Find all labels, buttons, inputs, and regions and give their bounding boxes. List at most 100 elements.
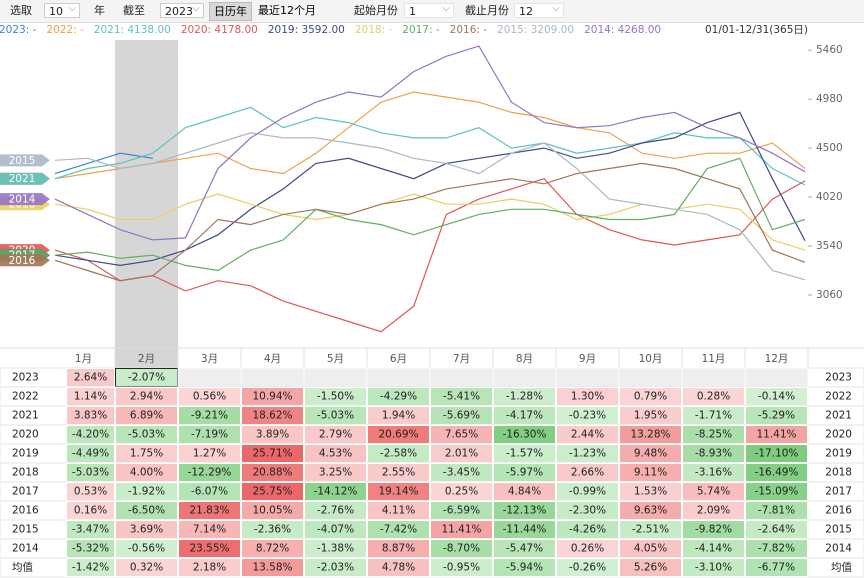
cell-value: -3.10%: [695, 562, 732, 574]
cell-value: 1.30%: [571, 391, 604, 403]
legend-entry: 2018: -: [355, 24, 393, 36]
cell-value: 1.14%: [74, 391, 107, 403]
cell-value: 3.83%: [74, 410, 107, 422]
row-label-right: 2014: [825, 543, 852, 555]
cell-value: -1.71%: [695, 410, 732, 422]
cell-value: 2.55%: [382, 467, 415, 479]
row-label: 2021: [12, 410, 39, 422]
cell-value: 2.18%: [193, 562, 226, 574]
cell-empty: [492, 367, 557, 388]
highlight-band: [115, 40, 178, 370]
year-select[interactable]: 2023: [160, 1, 204, 18]
cell-value: 9.11%: [634, 467, 667, 479]
legend-entry: 2015: 3209.00: [497, 24, 574, 36]
month-label: 8月: [516, 353, 533, 365]
cell-value: 11.41%: [441, 524, 481, 536]
cell: [493, 558, 556, 577]
cell-value: 8.87%: [382, 543, 415, 555]
cell-value: -16.30%: [503, 429, 547, 441]
cell-value: 11.41%: [756, 429, 796, 441]
y-tick-label: 4500: [816, 142, 843, 154]
row-label-right: 均值: [831, 561, 852, 574]
cell-value: 1.94%: [382, 410, 415, 422]
cell-value: 8.72%: [256, 543, 289, 555]
cell-value: -4.07%: [317, 524, 354, 536]
cell-value: 13.58%: [252, 562, 292, 574]
row-label: 2014: [12, 543, 39, 555]
cell-value: 0.16%: [74, 505, 107, 517]
cell-value: 2.44%: [571, 429, 604, 441]
cell-value: -1.57%: [506, 448, 543, 460]
row-label: 2019: [12, 448, 39, 460]
series-line: [54, 152, 153, 175]
month-label: 4月: [264, 353, 281, 365]
series-line: [54, 157, 806, 272]
series-tag: [0, 254, 50, 267]
cell-value: 25.71%: [252, 448, 292, 460]
row-label: 2020: [12, 429, 39, 441]
cell-value: 18.62%: [252, 410, 292, 422]
cell-value: -6.59%: [443, 505, 480, 517]
legend-entry: 2020: 4178.00: [181, 24, 258, 36]
cell-value: 25.75%: [252, 486, 292, 498]
cell-value: 0.53%: [74, 486, 107, 498]
month-label: 3月: [201, 353, 218, 365]
cell-value: -3.47%: [72, 524, 109, 536]
tab[interactable]: 日历年: [209, 2, 252, 21]
cell-value: -14.12%: [314, 486, 358, 498]
series-tag-label: 2016: [9, 255, 36, 267]
row-label-right: 2015: [825, 524, 852, 536]
series-tag-label: 2014: [9, 194, 36, 206]
cell-value: -0.56%: [128, 543, 165, 555]
cell-value: -0.14%: [758, 391, 795, 403]
cell-value: 20.69%: [378, 429, 418, 441]
cell-value: -4.14%: [695, 543, 732, 555]
cell-value: -8.70%: [443, 543, 480, 555]
month-label: 10月: [639, 353, 663, 365]
cell-value: 0.32%: [130, 562, 163, 574]
cell-value: -1.42%: [72, 562, 109, 574]
cell-value: -0.26%: [569, 562, 606, 574]
cell-empty: [429, 367, 494, 388]
series-line: [54, 106, 806, 186]
cell-value: -7.42%: [380, 524, 417, 536]
month-label: 1月: [75, 353, 92, 365]
month-label: 5月: [327, 353, 344, 365]
cell-value: -2.58%: [380, 448, 417, 460]
cell-value: 23.55%: [189, 543, 229, 555]
month-label: 11月: [702, 353, 726, 365]
cell-value: -2.36%: [254, 524, 291, 536]
cell-value: 5.74%: [697, 486, 730, 498]
cell-value: 20.88%: [252, 467, 292, 479]
cell-value: 2.01%: [445, 448, 478, 460]
legend-entry: 2014: 4268.00: [584, 24, 661, 36]
cell-value: -5.03%: [128, 429, 165, 441]
row-label: 均值: [12, 561, 33, 574]
row-label-right: 2018: [825, 467, 852, 479]
cell-value: -15.09%: [755, 486, 799, 498]
cell-value: 0.25%: [445, 486, 478, 498]
cell-value: -0.95%: [443, 562, 480, 574]
cell-value: -7.81%: [758, 505, 795, 517]
cell: [745, 558, 808, 577]
row-label-right: 2016: [825, 505, 852, 517]
cell-value: 4.11%: [382, 505, 415, 517]
series-tag: [0, 193, 50, 206]
cell-value: 1.95%: [634, 410, 667, 422]
cell-value: -2.51%: [632, 524, 669, 536]
cell-value: 0.56%: [193, 391, 226, 403]
cell-value: 2.66%: [571, 467, 604, 479]
cell-value: -2.03%: [317, 562, 354, 574]
legend-entry: 2021: 4138.00: [94, 24, 171, 36]
cell-value: -6.50%: [128, 505, 165, 517]
cell-value: -3.16%: [695, 467, 732, 479]
row-label-right: 2022: [825, 391, 852, 403]
cell-value: 2.64%: [74, 372, 107, 384]
month-label: 2月: [138, 353, 155, 365]
tab[interactable]: 最近12个月: [258, 4, 316, 17]
start-month-select[interactable]: 1: [404, 1, 454, 18]
years-select[interactable]: 10: [44, 1, 80, 18]
cell-value: -5.03%: [317, 410, 354, 422]
chart: 01/01-12/31(365日) 1月 2月 3月 4月 5月 6月 7月 8月 9月 10月 1…: [0, 24, 864, 578]
end-month-select[interactable]: 12: [514, 1, 564, 18]
